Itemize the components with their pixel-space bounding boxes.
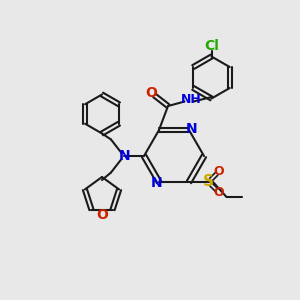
Text: O: O — [145, 86, 157, 100]
Text: N: N — [186, 122, 197, 136]
Text: N: N — [151, 176, 162, 190]
Text: O: O — [214, 165, 224, 178]
Text: NH: NH — [181, 93, 202, 106]
Text: O: O — [96, 208, 108, 222]
Text: Cl: Cl — [204, 39, 219, 53]
Text: O: O — [214, 186, 224, 199]
Text: S: S — [203, 175, 214, 190]
Text: N: N — [119, 149, 130, 163]
